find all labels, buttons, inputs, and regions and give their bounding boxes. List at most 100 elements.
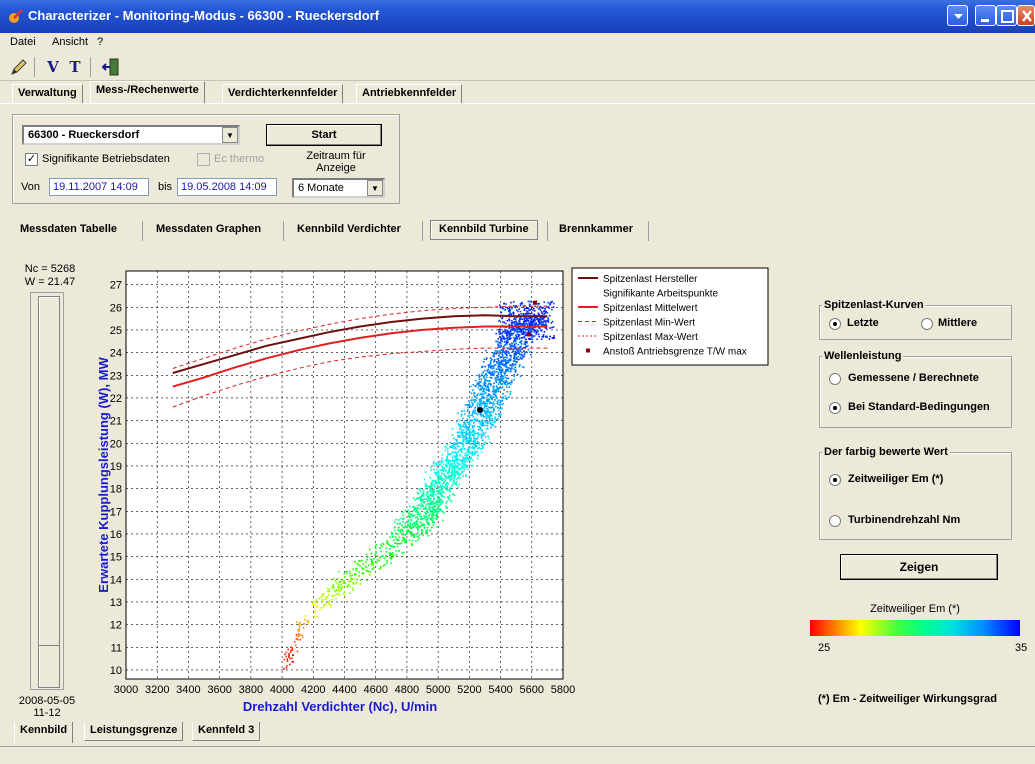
scatter-point	[488, 416, 490, 419]
chevron-down-icon[interactable]: ▼	[367, 180, 383, 196]
scatter-point	[533, 307, 535, 310]
subtab-brennkammer[interactable]: Brennkammer	[559, 223, 633, 235]
subtab-messdaten-tabelle[interactable]: Messdaten Tabelle	[20, 223, 117, 235]
scatter-point	[480, 433, 483, 435]
slider-bar[interactable]	[38, 296, 60, 688]
scatter-point	[519, 318, 521, 321]
radio-gemessene[interactable]	[829, 373, 841, 385]
scatter-point	[423, 478, 426, 481]
scatter-point	[462, 436, 464, 438]
v-button[interactable]: V	[42, 56, 64, 78]
scatter-point	[511, 322, 514, 324]
scatter-point	[516, 327, 519, 329]
time-slider[interactable]	[30, 292, 64, 690]
scatter-point	[440, 499, 443, 501]
scatter-point	[529, 338, 532, 340]
scatter-point	[508, 358, 511, 360]
menu-help[interactable]: ?	[97, 36, 104, 48]
pencil-icon[interactable]	[8, 56, 30, 78]
close-button[interactable]	[1017, 5, 1035, 26]
scatter-point	[527, 310, 529, 313]
scatter-point	[419, 513, 422, 515]
radio-letzte[interactable]	[829, 318, 841, 330]
scatter-point	[432, 488, 434, 491]
scatter-point	[303, 623, 306, 625]
scatter-point	[455, 459, 458, 462]
scatter-point	[455, 455, 457, 457]
scatter-point	[476, 404, 479, 406]
scatter-point	[410, 519, 413, 522]
slider-thumb[interactable]	[38, 645, 60, 653]
scatter-point	[489, 362, 492, 365]
ec-thermo-checkbox[interactable]	[197, 153, 210, 166]
tab-mess-rechenwerte[interactable]: Mess-/Rechenwerte	[90, 81, 205, 103]
scatter-point	[343, 573, 345, 575]
y-tick-label: 22	[110, 393, 122, 405]
tab-antriebkennfelder[interactable]: Antriebkennfelder	[356, 84, 463, 103]
tab-verdichterkennfelder[interactable]: Verdichterkennfelder	[222, 84, 344, 103]
bottom-tab-kennfeld-3[interactable]: Kennfeld 3	[192, 722, 261, 741]
von-date-field[interactable]: 19.11.2007 14:09	[49, 178, 149, 196]
menu-datei[interactable]: Datei	[10, 36, 36, 48]
scatter-point	[419, 490, 422, 493]
t-button[interactable]: T	[64, 56, 86, 78]
radio-standard[interactable]	[829, 402, 841, 414]
scatter-point	[497, 340, 499, 343]
scatter-point	[430, 469, 432, 471]
menu-ansicht[interactable]: Ansicht	[52, 36, 89, 48]
scatter-point	[336, 577, 339, 580]
scatter-point	[501, 349, 503, 352]
scatter-point	[476, 450, 478, 453]
scatter-point	[492, 355, 494, 357]
minimize-button[interactable]	[975, 5, 996, 26]
subtab-messdaten-graphen[interactable]: Messdaten Graphen	[156, 223, 262, 235]
radio-zeitweiliger-em[interactable]	[829, 474, 841, 486]
scatter-point	[496, 386, 498, 389]
scatter-point	[539, 327, 541, 330]
scatter-point	[496, 358, 499, 360]
scatter-point	[551, 308, 553, 311]
signifikante-checkbox[interactable]: ✓	[25, 153, 38, 166]
scatter-point	[469, 406, 472, 408]
subtab-kennbild-verdichter[interactable]: Kennbild Verdichter	[297, 223, 401, 235]
scatter-point	[331, 599, 334, 601]
scatter-point	[421, 498, 423, 501]
tab-verwaltung[interactable]: Verwaltung	[12, 84, 83, 103]
exit-icon[interactable]	[100, 56, 122, 78]
scatter-point	[436, 500, 439, 502]
system-menu-button[interactable]	[947, 5, 968, 26]
scatter-point	[513, 355, 516, 358]
scatter-point	[520, 328, 523, 331]
chevron-down-icon[interactable]: ▼	[222, 127, 238, 143]
radio-mittlere[interactable]	[921, 318, 933, 330]
radio-turbinendrehzahl[interactable]	[829, 515, 841, 527]
maximize-button[interactable]	[996, 5, 1017, 26]
scatter-point	[467, 449, 470, 451]
scatter-point	[365, 553, 368, 556]
x-tick-label: 4600	[363, 684, 387, 696]
scatter-point	[375, 552, 377, 554]
scatter-point	[482, 361, 485, 363]
x-axis-label: Drehzahl Verdichter (Nc), U/min	[243, 699, 437, 714]
scatter-point	[526, 345, 528, 348]
scatter-point	[484, 385, 487, 388]
scatter-point	[475, 444, 478, 447]
scatter-point	[395, 549, 397, 552]
zeigen-button[interactable]: Zeigen	[840, 554, 998, 580]
scatter-point	[508, 318, 510, 320]
scatter-point	[372, 568, 374, 570]
scatter-point	[477, 426, 479, 428]
bottom-tab-leistungsgrenze[interactable]: Leistungsgrenze	[84, 722, 184, 741]
bottom-tab-kennbild[interactable]: Kennbild	[14, 722, 74, 743]
period-select[interactable]: 6 Monate ▼	[292, 178, 385, 198]
scatter-point	[476, 383, 478, 385]
subtab-kennbild-turbine[interactable]: Kennbild Turbine	[430, 220, 538, 240]
start-button[interactable]: Start	[266, 124, 382, 146]
bis-date-field[interactable]: 19.05.2008 14:09	[177, 178, 277, 196]
scatter-point	[459, 468, 461, 471]
station-select[interactable]: 66300 - Rueckersdorf ▼	[22, 125, 240, 145]
scatter-point	[512, 301, 515, 303]
scatter-point	[486, 407, 489, 410]
scatter-point	[519, 340, 522, 343]
scatter-point	[490, 366, 492, 369]
